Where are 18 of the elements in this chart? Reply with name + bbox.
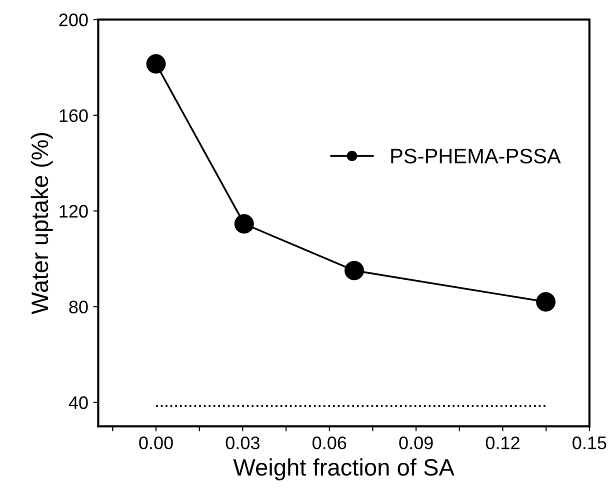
point (146, 54, 166, 74)
x-tick-label: 0.06 (312, 436, 346, 450)
point (234, 214, 254, 234)
point (344, 260, 364, 280)
y-tick-label: 160 (60, 109, 88, 122)
point (536, 292, 556, 312)
x-tick-label: 0.00 (139, 436, 173, 450)
y-axis-title: Water uptake (%) (30, 133, 53, 314)
x-tick-label: 0.12 (486, 436, 520, 450)
y-tick-label: 80 (69, 300, 88, 314)
legend-label: PS-PHEMA-PSSA (391, 148, 561, 164)
y-tick-label: 120 (60, 204, 88, 218)
x-tick-label: 0.09 (399, 436, 433, 450)
x-tick-label: 0.03 (226, 436, 260, 450)
y-tick-label: 40 (68, 396, 88, 410)
x-axis-title: Weight fraction of SA (233, 458, 454, 480)
x-tick-label: 0.15 (572, 436, 606, 450)
y-tick-label: 200 (59, 14, 88, 26)
